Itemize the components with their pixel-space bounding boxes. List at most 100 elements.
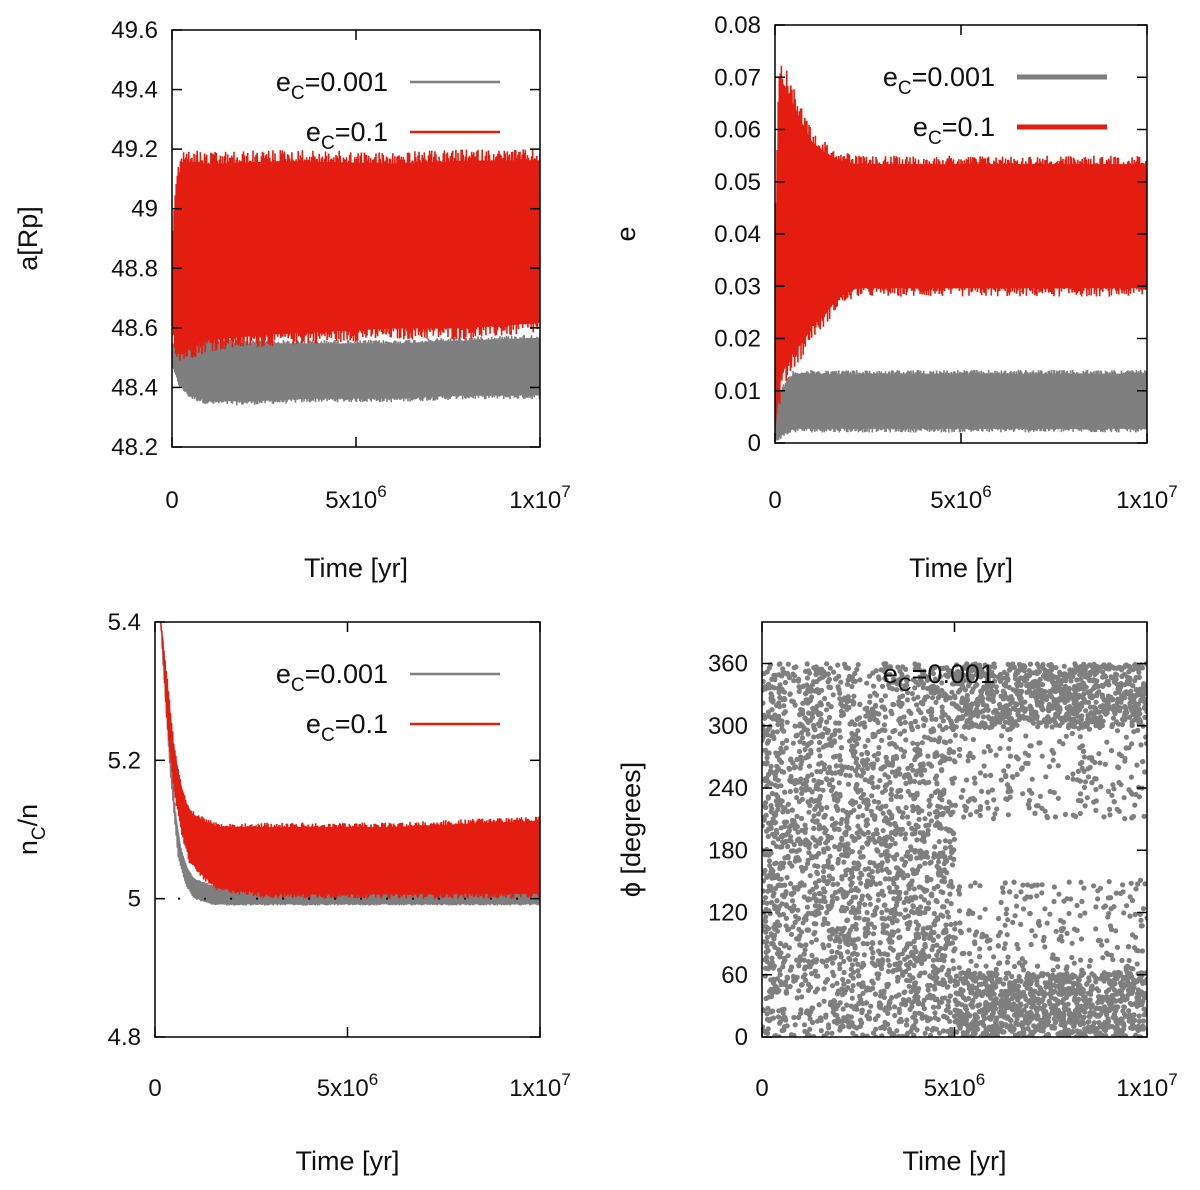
scatter-point bbox=[826, 714, 833, 721]
scatter-point bbox=[935, 859, 942, 865]
scatter-point bbox=[887, 664, 894, 670]
scatter-point bbox=[922, 1030, 928, 1036]
scatter-point bbox=[772, 773, 778, 779]
scatter-point bbox=[1126, 681, 1132, 687]
scatter-point bbox=[806, 809, 812, 815]
scatter-point bbox=[839, 837, 845, 843]
scatter-point bbox=[1031, 1023, 1037, 1029]
scatter-point bbox=[859, 845, 865, 851]
scatter-point bbox=[877, 951, 884, 957]
scatter-point bbox=[766, 713, 772, 719]
scatter-point bbox=[1078, 957, 1084, 963]
scatter-point bbox=[964, 777, 970, 783]
scatter-point bbox=[795, 678, 802, 684]
scatter-point bbox=[1042, 906, 1048, 912]
scatter-point bbox=[1131, 977, 1137, 983]
scatter-point bbox=[1022, 959, 1028, 965]
scatter-point bbox=[893, 744, 900, 750]
scatter-point bbox=[909, 831, 916, 837]
scatter-point bbox=[789, 698, 795, 704]
scatter-point bbox=[925, 831, 931, 837]
scatter-point bbox=[855, 823, 861, 829]
scatter-point bbox=[875, 958, 881, 964]
scatter-point bbox=[1077, 670, 1083, 676]
scatter-point bbox=[1060, 677, 1066, 683]
scatter-point bbox=[1110, 992, 1116, 998]
scatter-point bbox=[1087, 957, 1093, 964]
scatter-point bbox=[1023, 733, 1029, 739]
scatter-point bbox=[1000, 889, 1006, 895]
scatter-point bbox=[996, 979, 1002, 985]
y-tick-label: 0.02 bbox=[714, 326, 761, 353]
scatter-point bbox=[779, 769, 785, 775]
scatter-point bbox=[812, 819, 818, 825]
scatter-point bbox=[952, 732, 959, 738]
scatter-point bbox=[862, 724, 868, 730]
scatter-point bbox=[957, 990, 963, 996]
scatter-point bbox=[926, 900, 932, 906]
scatter-point bbox=[953, 990, 959, 996]
scatter-point bbox=[991, 797, 997, 803]
scatter-point bbox=[922, 909, 928, 916]
scatter-point bbox=[972, 941, 978, 947]
scatter-point bbox=[948, 921, 954, 928]
scatter-point bbox=[924, 874, 930, 880]
scatter-point bbox=[846, 1024, 853, 1030]
scatter-point bbox=[903, 907, 909, 913]
scatter-point bbox=[897, 716, 903, 722]
scatter-point bbox=[1106, 987, 1112, 993]
scatter-point bbox=[932, 789, 939, 796]
scatter-point bbox=[809, 939, 815, 945]
scatter-point bbox=[1022, 708, 1028, 714]
scatter-point bbox=[837, 791, 843, 798]
scatter-point bbox=[832, 820, 838, 827]
scatter-point bbox=[1021, 668, 1027, 674]
scatter-point bbox=[977, 883, 983, 889]
scatter-point bbox=[820, 868, 827, 875]
scatter-point bbox=[1075, 768, 1081, 775]
scatter-point bbox=[835, 860, 841, 866]
scatter-point bbox=[863, 713, 869, 719]
scatter-point bbox=[838, 701, 844, 707]
scatter-point bbox=[794, 995, 800, 1001]
scatter-point bbox=[894, 1028, 900, 1034]
scatter-point bbox=[1079, 765, 1085, 771]
scatter-point bbox=[900, 810, 906, 816]
scatter-point bbox=[1078, 879, 1084, 885]
scatter-point bbox=[1069, 730, 1075, 737]
scatter-point bbox=[830, 692, 836, 698]
scatter-point bbox=[914, 702, 920, 708]
scatter-point bbox=[871, 784, 877, 791]
scatter-point bbox=[824, 804, 830, 811]
scatter-point bbox=[905, 954, 911, 960]
scatter-point bbox=[1015, 983, 1022, 989]
series-eC=0.001 bbox=[775, 369, 1147, 441]
scatter-point bbox=[768, 763, 774, 770]
scatter-point bbox=[1127, 704, 1133, 710]
scatter-point bbox=[822, 889, 828, 895]
scatter-point bbox=[1065, 697, 1071, 703]
scatter-point bbox=[807, 717, 814, 724]
scatter-point bbox=[816, 910, 822, 916]
scatter-point bbox=[1121, 910, 1127, 916]
scatter-point bbox=[940, 904, 946, 910]
y-tick-label: 0.04 bbox=[714, 221, 761, 248]
scatter-point bbox=[987, 945, 993, 951]
scatter-point bbox=[876, 971, 882, 977]
scatter-point bbox=[884, 930, 890, 936]
scatter-point bbox=[849, 962, 856, 968]
scatter-point bbox=[1136, 794, 1142, 800]
scatter-point bbox=[888, 708, 894, 714]
scatter-point bbox=[891, 881, 897, 887]
scatter-point bbox=[1007, 701, 1013, 707]
scatter-point bbox=[1136, 669, 1142, 676]
scatter-point bbox=[886, 885, 892, 891]
scatter-point bbox=[895, 952, 902, 958]
scatter-point bbox=[826, 676, 833, 683]
scatter-point bbox=[768, 883, 774, 890]
scatter-point bbox=[766, 665, 772, 671]
scatter-point bbox=[809, 971, 815, 977]
scatter-point bbox=[843, 868, 849, 874]
y-tick-label: 5.2 bbox=[108, 747, 141, 774]
scatter-point bbox=[839, 876, 845, 882]
